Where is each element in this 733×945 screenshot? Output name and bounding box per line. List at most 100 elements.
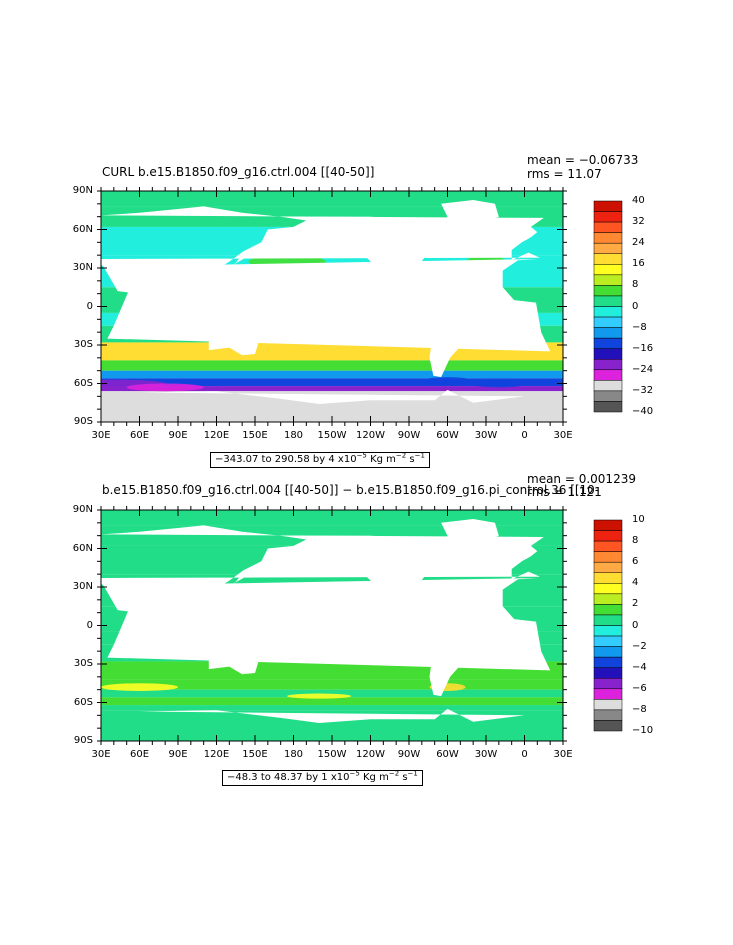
x-tick-label: 150E — [242, 749, 268, 760]
x-tick-label: 30E — [553, 749, 573, 760]
colorbar-swatch — [593, 530, 623, 542]
colorbar-swatch — [593, 646, 623, 658]
colorbar-swatch — [593, 348, 623, 360]
panel1-mean: mean = −0.06733 — [527, 153, 639, 167]
y-tick-label: 60N — [72, 223, 93, 235]
landmass — [139, 389, 525, 422]
ocean-band — [101, 370, 563, 379]
colorbar-swatch — [593, 699, 623, 711]
panel2-rms: rms = 1.121 — [527, 485, 602, 499]
panel1-ocean-field — [0, 191, 563, 422]
landmass — [0, 610, 18, 696]
colorbar-label: −32 — [632, 384, 654, 396]
x-tick-label: 90E — [168, 430, 188, 441]
colorbar-label: −4 — [632, 661, 647, 673]
panel2-title: b.e15.B1850.f09_g16.ctrl.004 [[40-50]] −… — [102, 483, 600, 497]
panel1-map — [0, 187, 567, 426]
ocean-band — [101, 705, 563, 711]
colorbar-label: 0 — [632, 300, 639, 312]
colorbar-label: −2 — [632, 640, 647, 652]
y-tick-label: 30S — [73, 339, 93, 350]
landmass — [420, 291, 480, 378]
colorbar-swatch — [593, 295, 623, 307]
x-tick-label: 90W — [397, 430, 421, 441]
y-tick-label: 0 — [86, 300, 93, 312]
ocean-band — [101, 378, 563, 387]
x-tick-label: 30W — [474, 749, 498, 760]
colorbar-swatch — [593, 625, 623, 637]
colorbar-swatch — [593, 221, 623, 233]
colorbar-swatch — [593, 274, 623, 286]
ocean-band — [101, 697, 563, 706]
colorbar-swatch — [593, 583, 623, 595]
landmass — [208, 320, 259, 356]
x-tick-label: 120E — [203, 430, 230, 441]
panel2-range-box: −48.3 to 48.37 by 1 x10−5 Kg m−2 s−1 — [222, 770, 423, 786]
landmass — [184, 300, 199, 315]
landmass — [230, 626, 255, 639]
colorbar-swatch — [593, 519, 623, 531]
landmass — [441, 200, 499, 230]
y-tick-label: 90N — [72, 504, 93, 515]
x-tick-label: 60W — [436, 749, 459, 760]
landmass — [441, 519, 499, 549]
panel2-range-lead: −48.3 to 48.37 by 1 x10 — [227, 772, 350, 783]
y-tick-label: 90S — [73, 735, 93, 746]
x-tick-label: 90W — [397, 749, 421, 760]
landmass — [139, 708, 525, 741]
landmass — [184, 619, 199, 634]
x-tick-label: 150W — [317, 749, 347, 760]
colorbar-swatch — [593, 232, 623, 244]
colorbar-label: 10 — [632, 514, 645, 525]
panel1-range-box: −343.07 to 290.58 by 4 x10−5 Kg m−2 s−1 — [210, 452, 430, 468]
landmass — [308, 535, 448, 617]
colorbar-label: 6 — [632, 556, 639, 568]
y-tick-label: 30N — [72, 262, 93, 273]
panel1-range-unit2: s — [406, 454, 415, 465]
colorbar-swatch — [593, 242, 623, 254]
y-tick-label: 0 — [86, 619, 93, 631]
x-tick-label: 150E — [242, 430, 268, 441]
landmass — [0, 291, 18, 377]
colorbar-label: 4 — [632, 577, 639, 589]
landmass — [202, 297, 216, 312]
colorbar-label: 40 — [632, 195, 645, 206]
x-tick-label: 60W — [436, 430, 459, 441]
colorbar-label: −40 — [632, 406, 654, 417]
landmass — [516, 232, 528, 243]
colorbar-label: 16 — [632, 258, 645, 270]
landmass — [202, 616, 216, 631]
x-tick-label: 180 — [283, 749, 304, 760]
colorbar-label: 0 — [632, 619, 639, 631]
colorbar-swatch — [593, 720, 623, 732]
x-tick-label: 0 — [521, 430, 528, 441]
colorbar-swatch — [593, 635, 623, 647]
colorbar-swatch — [593, 390, 623, 402]
colorbar-swatch — [593, 369, 623, 381]
x-tick-label: 120E — [203, 749, 230, 760]
y-tick-label: 30N — [72, 581, 93, 592]
panel2-mean: mean = 0.001239 — [527, 472, 636, 486]
panel2-range-unit2: s — [399, 772, 408, 783]
colorbar-label: −24 — [632, 363, 654, 375]
x-tick-label: 120W — [356, 430, 385, 441]
landmass — [0, 390, 63, 422]
ocean-band — [101, 386, 563, 392]
colorbar-swatch — [593, 401, 623, 413]
ocean-feature — [101, 683, 178, 691]
colorbar-swatch — [593, 561, 623, 574]
landmass — [229, 250, 249, 267]
colorbar-swatch — [593, 572, 623, 584]
landmass — [230, 307, 255, 320]
y-tick-label: 60N — [72, 542, 93, 554]
y-tick-label: 60S — [73, 696, 93, 708]
colorbar-swatch — [593, 264, 623, 276]
landmass — [0, 709, 63, 741]
colorbar-swatch — [593, 380, 623, 392]
panel1-range-lead: −343.07 to 290.58 by 4 x10 — [215, 454, 357, 465]
panel2-map — [0, 506, 567, 745]
x-tick-label: 60E — [129, 749, 150, 760]
colorbar-label: 8 — [632, 535, 639, 547]
colorbar-swatch — [593, 540, 623, 552]
